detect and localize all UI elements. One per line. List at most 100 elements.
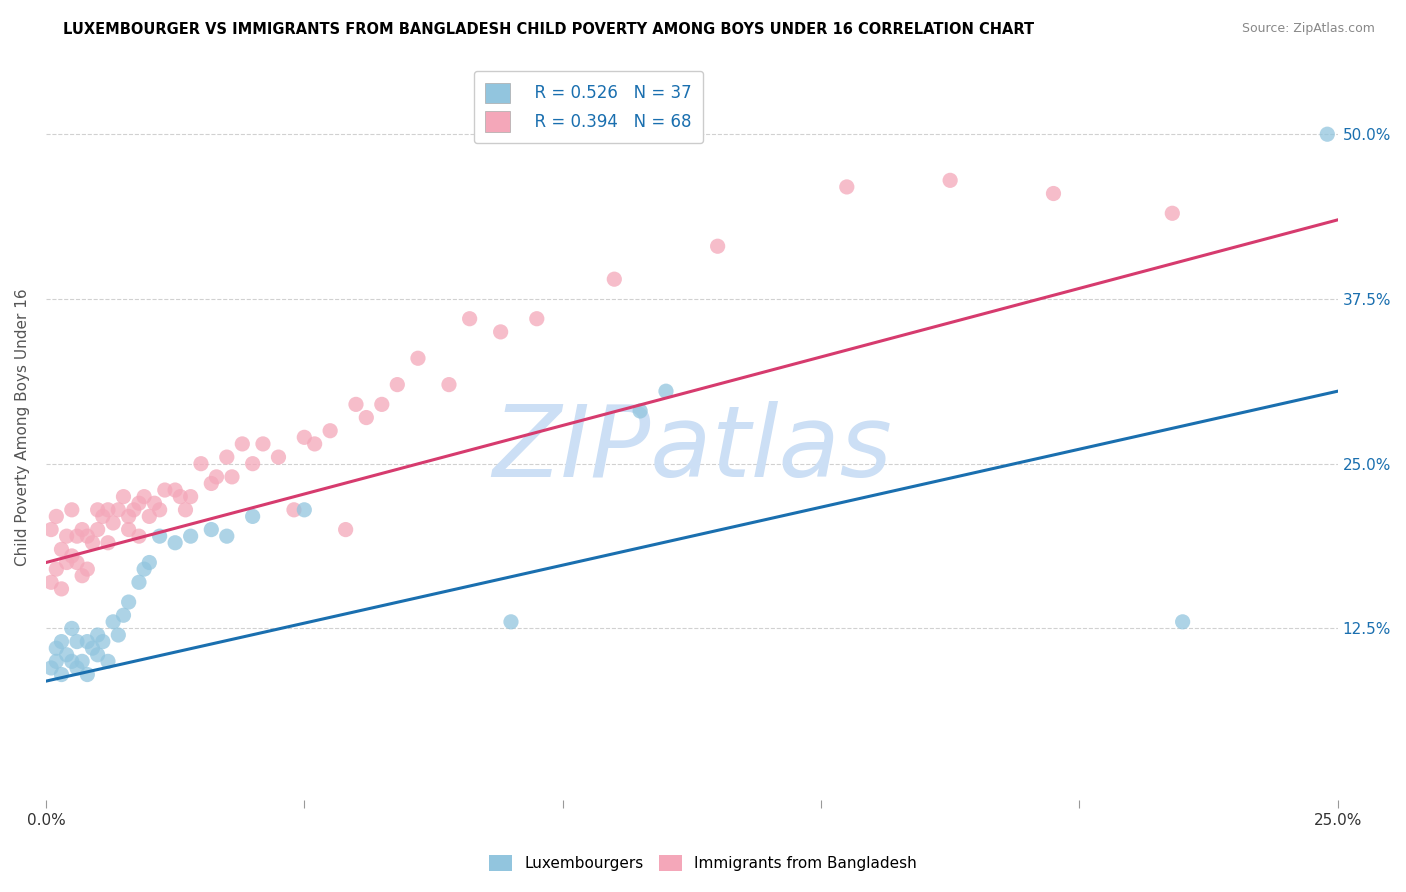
- Point: [76, 562, 98, 576]
- Point: [112, 608, 135, 623]
- Point: [91, 509, 114, 524]
- Point: [215, 529, 238, 543]
- Point: [122, 503, 145, 517]
- Point: [112, 490, 135, 504]
- Point: [134, 490, 156, 504]
- Point: [1042, 186, 1064, 201]
- Point: [138, 509, 160, 524]
- Point: [97, 503, 120, 517]
- Point: [66, 634, 89, 648]
- Point: [335, 523, 357, 537]
- Point: [489, 325, 512, 339]
- Point: [1161, 206, 1184, 220]
- Point: [70, 568, 93, 582]
- Point: [292, 430, 315, 444]
- Point: [267, 450, 290, 464]
- Point: [117, 509, 139, 524]
- Point: [221, 470, 243, 484]
- Point: [304, 437, 326, 451]
- Point: [165, 535, 187, 549]
- Point: [406, 351, 429, 366]
- Point: [180, 490, 202, 504]
- Point: [76, 667, 98, 681]
- Point: [45, 641, 67, 656]
- Point: [706, 239, 728, 253]
- Point: [55, 648, 77, 662]
- Point: [143, 496, 166, 510]
- Point: [97, 535, 120, 549]
- Point: [70, 654, 93, 668]
- Point: [356, 410, 378, 425]
- Point: [76, 634, 98, 648]
- Point: [292, 503, 315, 517]
- Text: LUXEMBOURGER VS IMMIGRANTS FROM BANGLADESH CHILD POVERTY AMONG BOYS UNDER 16 COR: LUXEMBOURGER VS IMMIGRANTS FROM BANGLADE…: [63, 22, 1035, 37]
- Point: [45, 509, 67, 524]
- Point: [97, 654, 120, 668]
- Point: [138, 556, 160, 570]
- Point: [55, 529, 77, 543]
- Point: [107, 503, 129, 517]
- Point: [117, 595, 139, 609]
- Point: [82, 641, 104, 656]
- Point: [51, 634, 73, 648]
- Point: [39, 661, 62, 675]
- Point: [66, 661, 89, 675]
- Text: ZIPatlas: ZIPatlas: [492, 401, 891, 499]
- Point: [66, 529, 89, 543]
- Point: [939, 173, 962, 187]
- Point: [51, 667, 73, 681]
- Point: [437, 377, 460, 392]
- Point: [91, 634, 114, 648]
- Point: [231, 437, 253, 451]
- Point: [86, 523, 108, 537]
- Point: [200, 476, 222, 491]
- Legend: Luxembourgers, Immigrants from Bangladesh: Luxembourgers, Immigrants from Banglades…: [484, 849, 922, 877]
- Point: [180, 529, 202, 543]
- Point: [107, 628, 129, 642]
- Point: [86, 503, 108, 517]
- Point: [101, 516, 124, 530]
- Point: [205, 470, 228, 484]
- Point: [200, 523, 222, 537]
- Point: [70, 523, 93, 537]
- Point: [174, 503, 197, 517]
- Point: [117, 523, 139, 537]
- Point: [215, 450, 238, 464]
- Point: [60, 503, 83, 517]
- Point: [371, 397, 394, 411]
- Y-axis label: Child Poverty Among Boys Under 16: Child Poverty Among Boys Under 16: [15, 289, 30, 566]
- Point: [319, 424, 342, 438]
- Point: [149, 529, 172, 543]
- Point: [101, 615, 124, 629]
- Point: [39, 575, 62, 590]
- Point: [190, 457, 212, 471]
- Point: [344, 397, 367, 411]
- Point: [51, 542, 73, 557]
- Point: [153, 483, 176, 497]
- Point: [76, 529, 98, 543]
- Point: [628, 404, 651, 418]
- Point: [283, 503, 305, 517]
- Point: [387, 377, 409, 392]
- Point: [51, 582, 73, 596]
- Point: [55, 556, 77, 570]
- Point: [60, 549, 83, 563]
- Point: [165, 483, 187, 497]
- Point: [128, 575, 150, 590]
- Point: [242, 509, 264, 524]
- Point: [82, 535, 104, 549]
- Point: [655, 384, 678, 399]
- Point: [128, 529, 150, 543]
- Point: [603, 272, 626, 286]
- Point: [149, 503, 172, 517]
- Point: [60, 654, 83, 668]
- Point: [45, 562, 67, 576]
- Point: [169, 490, 191, 504]
- Point: [86, 648, 108, 662]
- Point: [66, 556, 89, 570]
- Legend:   R = 0.526   N = 37,   R = 0.394   N = 68: R = 0.526 N = 37, R = 0.394 N = 68: [474, 71, 703, 144]
- Text: Source: ZipAtlas.com: Source: ZipAtlas.com: [1241, 22, 1375, 36]
- Point: [45, 654, 67, 668]
- Point: [526, 311, 548, 326]
- Point: [835, 180, 858, 194]
